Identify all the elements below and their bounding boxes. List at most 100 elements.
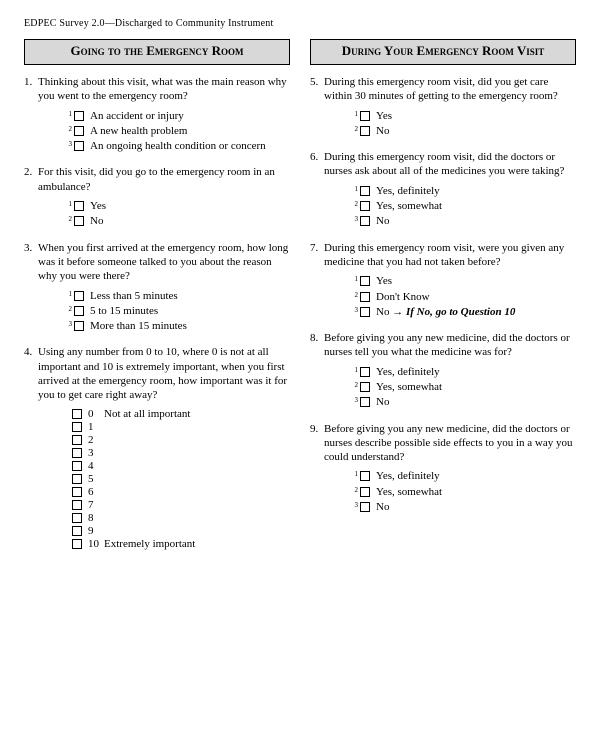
option-row: 1 Yes (64, 199, 290, 213)
scale-row: 7 (72, 499, 290, 511)
question-options: 1 Yes2No (310, 109, 576, 139)
checkbox[interactable] (72, 435, 82, 445)
checkbox[interactable] (74, 321, 84, 331)
checkbox[interactable] (360, 307, 370, 317)
option-superscript: 1 (64, 199, 72, 209)
question-options: 1Yes, definitely2Yes, somewhat3No (310, 365, 576, 410)
checkbox[interactable] (74, 126, 84, 136)
checkbox[interactable] (360, 186, 370, 196)
option-row: 2 5 to 15 minutes (64, 304, 290, 318)
right-column: During Your Emergency Room Visit 5.Durin… (300, 39, 576, 562)
question-options: 1 Yes2No (24, 199, 290, 229)
option-superscript: 2 (350, 199, 358, 209)
option-label: 5 to 15 minutes (90, 304, 290, 318)
checkbox[interactable] (72, 461, 82, 471)
scale-row: 9 (72, 525, 290, 537)
question-options: 1An accident or injury2A new health prob… (24, 109, 290, 154)
survey-question: 3.When you first arrived at the emergenc… (24, 241, 290, 334)
option-superscript: 1 (350, 109, 358, 119)
option-label: Less than 5 minutes (90, 289, 290, 303)
document-header: EDPEC Survey 2.0—Discharged to Community… (24, 18, 576, 29)
survey-question: 1.Thinking about this visit, what was th… (24, 75, 290, 153)
question-text: 8.Before giving you any new medicine, di… (310, 331, 576, 360)
survey-question: 5.During this emergency room visit, did … (310, 75, 576, 138)
option-superscript: 1 (64, 289, 72, 299)
question-text: 6.During this emergency room visit, did … (310, 150, 576, 179)
checkbox[interactable] (72, 500, 82, 510)
checkbox[interactable] (360, 276, 370, 286)
question-number: 7. (310, 241, 324, 270)
scale-number: 0 (88, 408, 104, 420)
question-options: 1Yes, definitely2Yes, somewhat3No (310, 184, 576, 229)
survey-columns: Going to the Emergency Room 1.Thinking a… (24, 39, 576, 562)
checkbox[interactable] (360, 382, 370, 392)
option-row: 3 An ongoing health condition or concern (64, 139, 290, 153)
question-text: 5.During this emergency room visit, did … (310, 75, 576, 104)
scale-anchor: Not at all important (104, 408, 190, 420)
question-number: 3. (24, 241, 38, 284)
question-options: 1Yes2Don't Know3No → If No, go to Questi… (310, 274, 576, 319)
option-superscript: 2 (64, 214, 72, 224)
option-row: 2No (64, 214, 290, 228)
section-title-left: Going to the Emergency Room (24, 39, 290, 65)
option-label: Yes (376, 109, 576, 123)
option-row: 3More than 15 minutes (64, 319, 290, 333)
checkbox[interactable] (360, 292, 370, 302)
checkbox[interactable] (72, 422, 82, 432)
checkbox[interactable] (360, 471, 370, 481)
checkbox[interactable] (360, 201, 370, 211)
option-label: Yes, definitely (376, 365, 576, 379)
option-label: Don't Know (376, 290, 576, 304)
question-body: For this visit, did you go to the emerge… (38, 165, 290, 194)
option-superscript: 1 (350, 365, 358, 375)
question-number: 8. (310, 331, 324, 360)
option-label: An ongoing health condition or concern (90, 139, 290, 153)
option-superscript: 2 (64, 124, 72, 134)
question-options: 1 Less than 5 minutes 2 5 to 15 minutes3Mor… (24, 289, 290, 334)
option-superscript: 1 (350, 274, 358, 284)
scale-row: 5 (72, 473, 290, 485)
option-row: 3No (350, 214, 576, 228)
checkbox[interactable] (360, 126, 370, 136)
option-superscript: 3 (350, 395, 358, 405)
checkbox[interactable] (72, 448, 82, 458)
checkbox[interactable] (360, 502, 370, 512)
option-label: An accident or injury (90, 109, 290, 123)
option-label: No (376, 214, 576, 228)
checkbox[interactable] (72, 539, 82, 549)
scale-number: 1 (88, 421, 104, 433)
checkbox[interactable] (360, 487, 370, 497)
checkbox[interactable] (360, 111, 370, 121)
option-label: A new health problem (90, 124, 290, 138)
scale-number: 3 (88, 447, 104, 459)
checkbox[interactable] (72, 526, 82, 536)
option-row: 1 Yes, definitely (350, 365, 576, 379)
checkbox[interactable] (72, 513, 82, 523)
checkbox[interactable] (72, 487, 82, 497)
scale-number: 9 (88, 525, 104, 537)
option-superscript: 2 (350, 290, 358, 300)
checkbox[interactable] (360, 397, 370, 407)
option-superscript: 2 (64, 304, 72, 314)
checkbox[interactable] (74, 306, 84, 316)
checkbox[interactable] (74, 111, 84, 121)
checkbox[interactable] (72, 474, 82, 484)
option-superscript: 2 (350, 380, 358, 390)
checkbox[interactable] (74, 201, 84, 211)
option-row: 2No (350, 124, 576, 138)
option-row: 1 Yes (350, 109, 576, 123)
option-superscript: 3 (64, 139, 72, 149)
checkbox[interactable] (360, 367, 370, 377)
checkbox[interactable] (72, 409, 82, 419)
scale-row: 0Not at all important (72, 408, 290, 420)
checkbox[interactable] (74, 291, 84, 301)
checkbox[interactable] (74, 141, 84, 151)
scale-row: 6 (72, 486, 290, 498)
scale-number: 5 (88, 473, 104, 485)
option-row: 3No (350, 500, 576, 514)
option-row: 2 Don't Know (350, 290, 576, 304)
option-label: Yes (90, 199, 290, 213)
checkbox[interactable] (74, 216, 84, 226)
checkbox[interactable] (360, 216, 370, 226)
option-label: Yes, somewhat (376, 485, 576, 499)
